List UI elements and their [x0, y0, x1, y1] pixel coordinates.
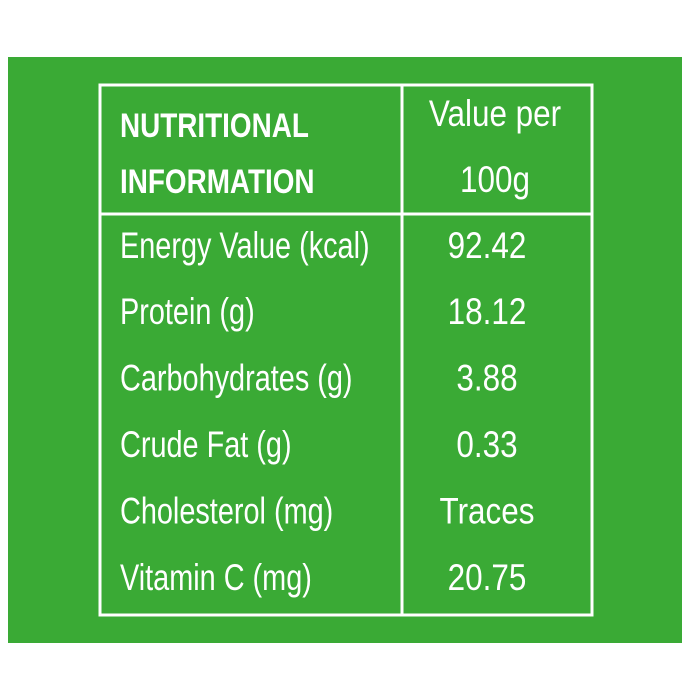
header-left: INFORMATION [120, 162, 315, 200]
header-right: Value per [429, 93, 561, 134]
header-left: NUTRITIONAL [120, 106, 309, 144]
header-right: 100g [460, 159, 530, 200]
row-label: Energy Value (kcal) [120, 225, 370, 266]
row-value: 0.33 [456, 425, 517, 466]
row-label: Protein (g) [120, 292, 255, 333]
row-label: Crude Fat (g) [120, 425, 292, 466]
row-value: 18.12 [448, 292, 527, 333]
green-panel [8, 57, 682, 643]
row-value: 20.75 [448, 557, 527, 598]
row-label: Vitamin C (mg) [120, 557, 312, 598]
row-value: 92.42 [448, 225, 527, 266]
row-label: Carbohydrates (g) [120, 358, 353, 399]
row-value: Traces [440, 491, 535, 532]
table-border [98, 83, 594, 617]
row-value: 3.88 [456, 358, 517, 399]
row-label: Cholesterol (mg) [120, 491, 333, 532]
